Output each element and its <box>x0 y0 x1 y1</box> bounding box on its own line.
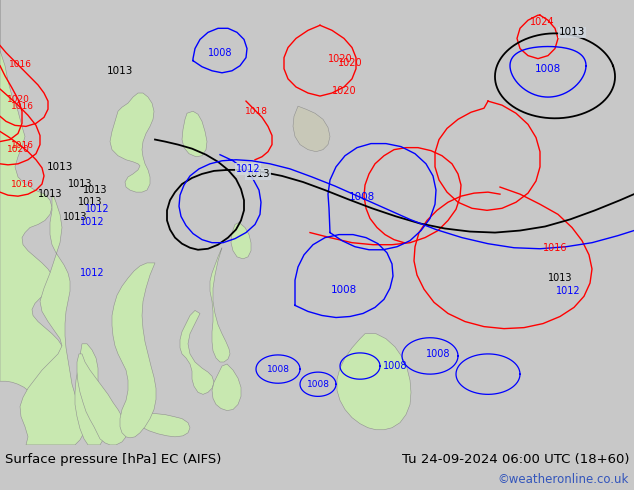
Text: 1012: 1012 <box>80 268 105 278</box>
Text: 1013: 1013 <box>78 197 102 207</box>
Polygon shape <box>180 311 214 394</box>
Polygon shape <box>75 344 104 445</box>
Text: 1013: 1013 <box>548 273 573 283</box>
Text: 1020: 1020 <box>6 95 29 103</box>
Text: 1020: 1020 <box>338 58 362 68</box>
Text: 1008: 1008 <box>208 48 232 58</box>
Polygon shape <box>110 93 154 192</box>
Polygon shape <box>182 111 207 157</box>
Text: 1013: 1013 <box>47 162 73 172</box>
Text: 1018: 1018 <box>245 107 268 116</box>
Text: 1013: 1013 <box>107 66 133 76</box>
Text: 1008: 1008 <box>306 380 330 389</box>
Text: 1016: 1016 <box>11 101 34 111</box>
Text: 1008: 1008 <box>331 285 357 295</box>
Text: 1016: 1016 <box>11 179 34 189</box>
Text: 1013: 1013 <box>83 185 107 195</box>
Polygon shape <box>231 222 251 259</box>
Text: 1024: 1024 <box>529 17 554 27</box>
Text: ©weatheronline.co.uk: ©weatheronline.co.uk <box>498 473 629 487</box>
Text: 1012: 1012 <box>80 218 105 227</box>
Polygon shape <box>20 192 85 445</box>
Text: 1012: 1012 <box>555 286 580 296</box>
Text: 1013: 1013 <box>246 169 270 179</box>
Text: 1016: 1016 <box>11 141 34 150</box>
Text: 1013: 1013 <box>38 189 62 199</box>
Polygon shape <box>128 414 190 437</box>
Text: 1020: 1020 <box>328 53 353 64</box>
Text: 1012: 1012 <box>236 164 261 174</box>
Text: 1013: 1013 <box>559 27 585 37</box>
Text: 1008: 1008 <box>383 361 407 371</box>
Text: 1013: 1013 <box>63 212 87 222</box>
Polygon shape <box>293 106 330 152</box>
Text: 1020: 1020 <box>332 86 356 96</box>
Text: 1016: 1016 <box>8 60 32 69</box>
Polygon shape <box>77 354 127 445</box>
Text: Surface pressure [hPa] EC (AIFS): Surface pressure [hPa] EC (AIFS) <box>5 453 221 466</box>
Text: 1020: 1020 <box>6 145 29 154</box>
Polygon shape <box>212 364 241 411</box>
Polygon shape <box>210 248 230 362</box>
Text: 1008: 1008 <box>535 64 561 74</box>
Polygon shape <box>0 0 89 433</box>
Text: 1008: 1008 <box>426 349 450 359</box>
Text: 1008: 1008 <box>349 192 375 202</box>
Text: 1012: 1012 <box>85 204 109 214</box>
Text: Tu 24-09-2024 06:00 UTC (18+60): Tu 24-09-2024 06:00 UTC (18+60) <box>401 453 629 466</box>
Text: 1016: 1016 <box>543 243 567 253</box>
Polygon shape <box>112 263 156 438</box>
Text: 1013: 1013 <box>68 179 93 189</box>
Text: 1008: 1008 <box>266 365 290 373</box>
Polygon shape <box>337 334 411 430</box>
